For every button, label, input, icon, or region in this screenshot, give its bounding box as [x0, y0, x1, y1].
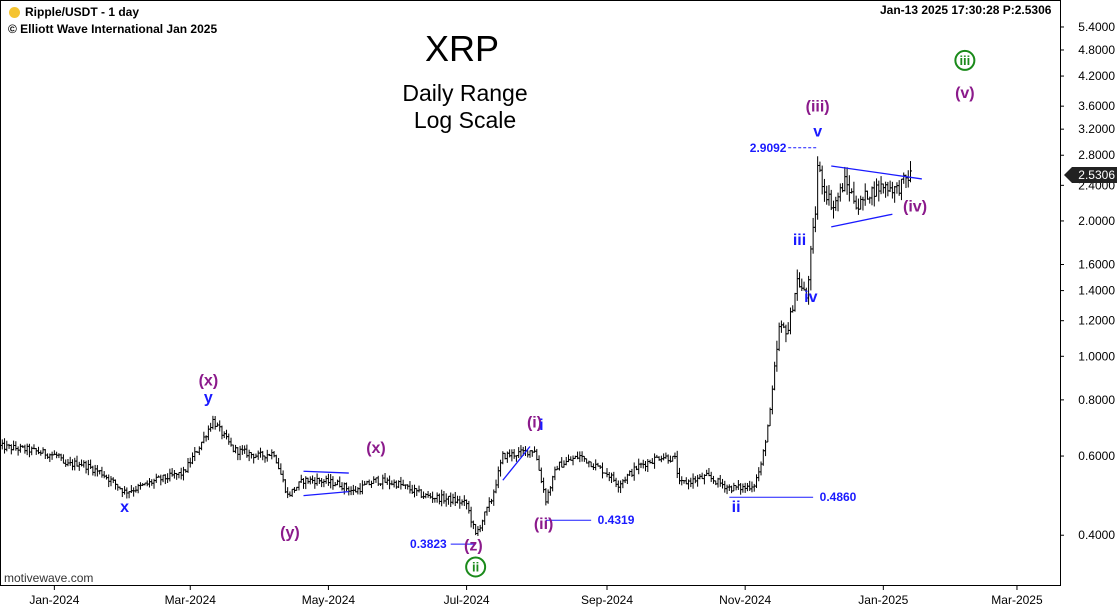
ohlc-bars — [0, 156, 913, 536]
y-tick-label: 1.2000 — [1078, 314, 1115, 328]
last-price-label: 2.5306 — [1078, 168, 1115, 182]
wave-circle — [954, 49, 976, 71]
y-axis[interactable]: 5.40004.80004.20003.60003.20002.80002.40… — [1060, 20, 1117, 542]
y-tick-label: 1.0000 — [1078, 349, 1115, 363]
wave-label-circled: iii — [959, 53, 970, 68]
copyright-label: © Elliott Wave International Jan 2025 — [8, 22, 218, 36]
wave-label: (v) — [955, 85, 975, 102]
wave-circle — [465, 556, 487, 578]
trendlines — [303, 165, 922, 497]
x-tick-label: Jan-2025 — [858, 593, 908, 607]
wave-label-circled: ii — [472, 559, 479, 574]
x-tick-label: Nov-2024 — [719, 593, 771, 607]
x-axis[interactable]: Jan-2024 Mar-2024 May-2024 Jul-2024 Sep-2024… — [29, 585, 1043, 607]
y-tick-label: 5.4000 — [1078, 20, 1115, 34]
trendline — [502, 446, 531, 481]
y-tick-label: 3.2000 — [1078, 122, 1115, 136]
timestamp-label: Jan-13 2025 17:30:28 P:2.5306 — [880, 3, 1052, 17]
trendline — [303, 470, 349, 474]
last-price-tag — [1064, 166, 1117, 183]
wave-label: (iv) — [903, 198, 927, 215]
x-tick-label: Mar-2025 — [991, 593, 1043, 607]
wave-label: y — [204, 389, 213, 406]
wave-label: v — [813, 124, 822, 141]
wave-label: (i) — [527, 414, 542, 431]
x-tick-label: Jan-2024 — [29, 593, 79, 607]
trendline — [831, 213, 893, 228]
brand-watermark: motivewave.com — [4, 571, 94, 585]
chart-subtitle: Daily Range Log Scale — [402, 80, 527, 134]
y-tick-label: 4.8000 — [1078, 43, 1115, 57]
y-tick-label: 0.6000 — [1078, 449, 1115, 463]
wave-labels: (x)yx(y)(x)(z)(i)i(ii)iiiiiiv(iii)v(iv)(… — [120, 49, 976, 578]
wave-label: (y) — [280, 525, 300, 542]
y-tick-label: 1.4000 — [1078, 284, 1115, 298]
wave-label: iv — [804, 289, 817, 306]
x-tick-label: Jul-2024 — [444, 593, 490, 607]
y-tick-label: 3.6000 — [1078, 99, 1115, 113]
trendline — [303, 491, 349, 497]
wave-label: iii — [793, 232, 806, 249]
x-tick-label: Mar-2024 — [165, 593, 217, 607]
wave-label: (x) — [366, 440, 386, 457]
price-callouts: 2.9092 0.3823 0.4319 0.4860 — [410, 141, 857, 551]
price-callout-label: 2.9092 — [750, 141, 787, 155]
symbol-label: Ripple/USDT - 1 day — [25, 5, 140, 19]
wave-label: x — [120, 499, 129, 516]
price-callout-label: 0.3823 — [410, 537, 447, 551]
x-tick-label: Sep-2024 — [581, 593, 633, 607]
symbol-dot-icon — [9, 7, 20, 18]
y-tick-label: 2.0000 — [1078, 214, 1115, 228]
y-tick-label: 0.8000 — [1078, 393, 1115, 407]
y-tick-label: 1.6000 — [1078, 258, 1115, 272]
subtitle-line-1: Daily Range — [402, 80, 528, 106]
wave-label: (z) — [464, 537, 483, 554]
wave-label: i — [539, 417, 543, 434]
y-tick-label: 0.4000 — [1078, 528, 1115, 542]
trendline — [831, 165, 922, 180]
wave-label: (x) — [199, 373, 219, 390]
y-tick-label: 2.8000 — [1078, 148, 1115, 162]
wave-label: (iii) — [806, 99, 830, 116]
price-callout-label: 0.4860 — [820, 490, 857, 504]
wave-label: (ii) — [534, 516, 554, 533]
y-tick-label: 4.2000 — [1078, 69, 1115, 83]
x-tick-label: May-2024 — [302, 593, 356, 607]
chart-title: XRP — [424, 28, 500, 69]
wave-label: ii — [732, 499, 741, 516]
price-callout-label: 0.4319 — [598, 513, 635, 527]
plot-frame — [0, 0, 1061, 586]
subtitle-line-2: Log Scale — [413, 107, 517, 133]
